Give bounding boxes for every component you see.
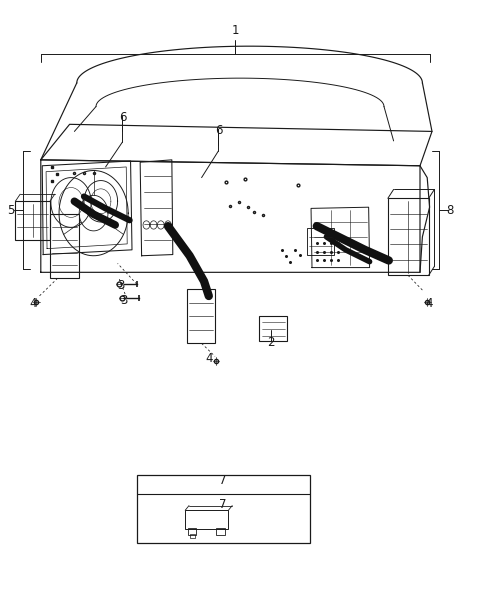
Bar [259,316,287,341]
Bar [216,528,225,535]
Text: 3: 3 [120,294,128,307]
Bar [185,510,228,529]
Text: 7: 7 [219,474,227,487]
Bar [388,198,429,275]
Text: 3: 3 [117,279,125,292]
Bar [188,528,196,535]
Text: 1: 1 [231,24,239,37]
Text: 2: 2 [267,336,275,349]
Bar [15,201,50,240]
Text: 8: 8 [446,204,454,217]
Bar [50,214,79,278]
Text: 6: 6 [215,124,222,137]
Bar [307,228,334,255]
Text: 7: 7 [219,498,227,511]
Text: 5: 5 [7,204,14,217]
Bar [137,475,310,543]
Text: 4: 4 [426,297,433,310]
Text: 4: 4 [29,297,36,310]
Bar [190,534,195,538]
Bar [187,289,215,343]
Text: 6: 6 [119,111,126,124]
Text: 4: 4 [205,352,213,365]
